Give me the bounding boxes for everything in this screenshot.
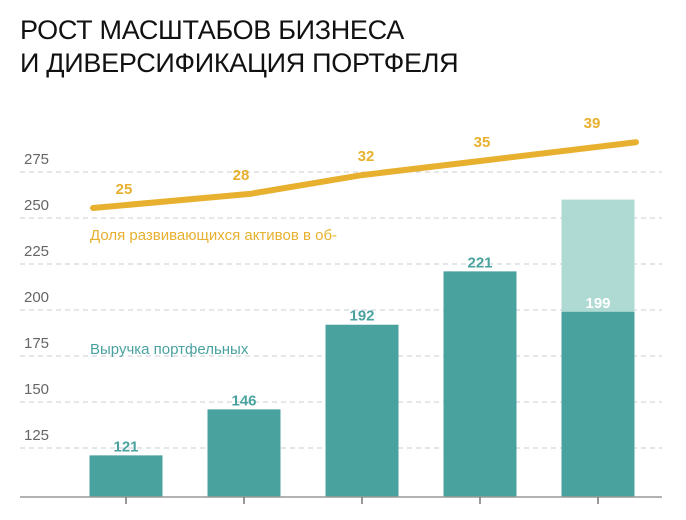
bar (89, 455, 163, 497)
bar-value-label: 221 (467, 254, 492, 271)
bar (561, 311, 635, 497)
bar (325, 324, 399, 497)
line-series (90, 139, 639, 211)
bar-value-label: 199 (585, 295, 610, 312)
y-tick-label: 125 (24, 427, 49, 444)
y-tick-label: 225 (24, 243, 49, 260)
chart-title: РОСТ МАСШТАБОВ БИЗНЕСА И ДИВЕРСИФИКАЦИЯ … (20, 14, 459, 80)
line-value-label: 25 (116, 181, 133, 198)
y-tick-label: 200 (24, 289, 49, 306)
bar-value-label: 121 (113, 438, 138, 455)
bar-value-label: 146 (231, 392, 256, 409)
line-value-label: 32 (358, 148, 375, 165)
y-tick-label: 250 (24, 197, 49, 214)
y-tick-label: 275 (24, 151, 49, 168)
bar (207, 409, 281, 497)
legend-bar-label: Выручка портфельных (90, 341, 249, 358)
line-value-label: 39 (584, 115, 601, 132)
bar (443, 271, 517, 497)
title-line-2: И ДИВЕРСИФИКАЦИЯ ПОРТФЕЛЯ (20, 48, 459, 78)
y-tick-label: 150 (24, 381, 49, 398)
legend-line-label: Доля развивающихся активов в об- (90, 227, 337, 244)
y-tick-label: 175 (24, 335, 49, 352)
line-value-label: 35 (474, 134, 491, 151)
bar-value-label: 192 (349, 308, 374, 325)
title-line-1: РОСТ МАСШТАБОВ БИЗНЕСА (20, 15, 404, 45)
line-value-label: 28 (233, 167, 250, 184)
